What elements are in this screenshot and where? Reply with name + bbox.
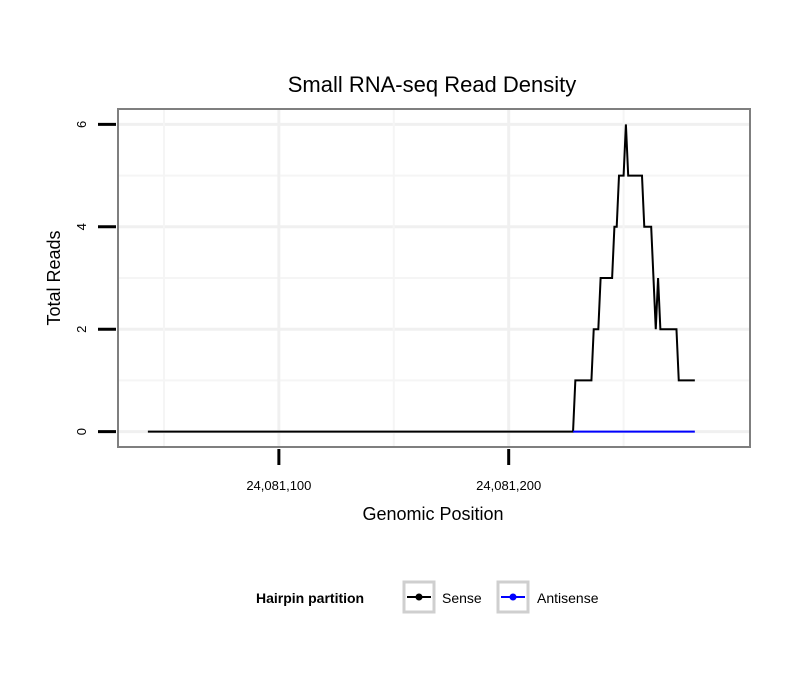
legend-label-sense: Sense <box>442 590 482 606</box>
y-tick-label: 6 <box>74 121 89 128</box>
chart-title: Small RNA-seq Read Density <box>288 72 577 97</box>
x-axis-title: Genomic Position <box>362 504 503 524</box>
legend-title: Hairpin partition <box>256 590 364 606</box>
legend-key-point-antisense <box>509 593 517 601</box>
legend: Hairpin partition Sense Antisense <box>256 580 599 614</box>
series-layer <box>147 124 695 433</box>
y-tick-label: 2 <box>74 326 89 333</box>
x-tick-label: 24,081,200 <box>476 478 541 493</box>
gridlines <box>118 109 750 447</box>
plot-border <box>117 108 751 448</box>
x-axis: 24,081,100 24,081,200 <box>246 449 541 493</box>
x-tick-label: 24,081,100 <box>246 478 311 493</box>
y-tick-label: 4 <box>74 223 89 230</box>
y-axis-title: Total Reads <box>44 230 64 325</box>
series-line-sense <box>147 124 695 433</box>
legend-label-antisense: Antisense <box>537 590 599 606</box>
legend-key-point-sense <box>415 593 423 601</box>
y-tick-label: 0 <box>74 428 89 435</box>
y-axis: 0 2 4 6 <box>74 121 116 435</box>
